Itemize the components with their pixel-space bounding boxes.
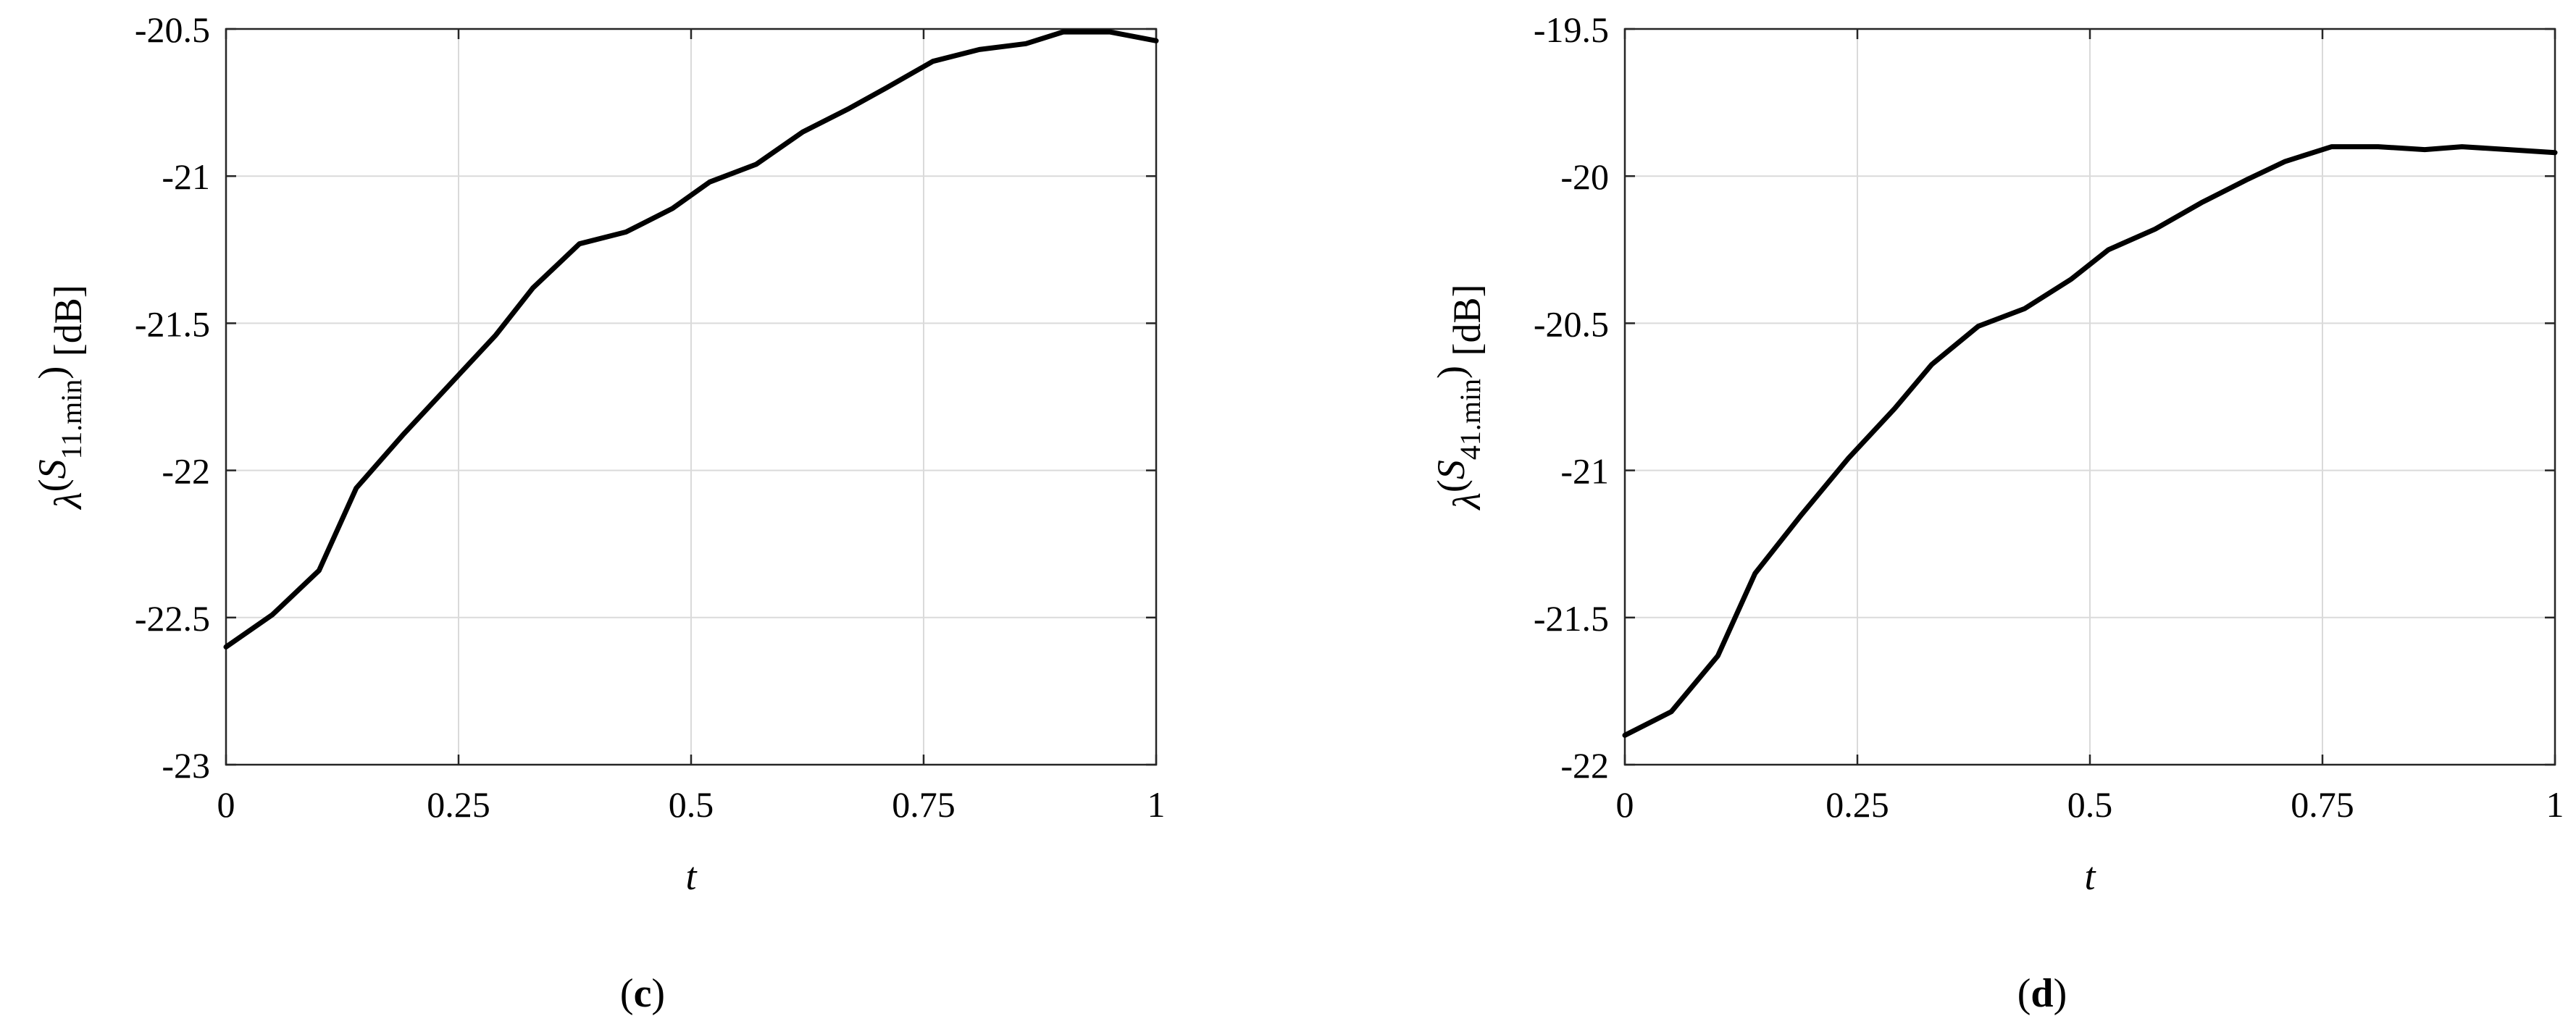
x-tick-label: 0.75	[892, 784, 955, 825]
y-label-symbol: λ	[1445, 492, 1489, 511]
y-tick-label: -20.5	[1534, 303, 1609, 344]
data-point	[2023, 306, 2027, 311]
y-tick-label: -21	[1560, 451, 1609, 492]
data-point	[1669, 710, 1673, 714]
data-point	[1061, 30, 1066, 34]
data-point	[224, 644, 228, 649]
data-point	[2199, 201, 2204, 205]
data-point	[1846, 456, 1850, 461]
x-tick-label: 1	[1147, 784, 1166, 825]
caption-open-paren: (	[2017, 971, 2031, 1016]
data-point	[2107, 248, 2111, 252]
y-tick-label: -20.5	[135, 9, 210, 50]
data-point	[670, 206, 674, 211]
y-label-subscript: 41.min	[1454, 379, 1486, 460]
data-point	[1930, 362, 1934, 366]
chart-panel-c: 0 0.25 0.5 0.75 1-23-22.5-22-21.5-21-20.5tλ(…	[30, 9, 1166, 1016]
data-point	[977, 47, 982, 51]
y-tick-label: -22	[162, 451, 210, 492]
data-point	[2153, 227, 2157, 231]
data-point	[2330, 145, 2334, 149]
y-tick-label: -21.5	[135, 303, 210, 344]
data-point	[2553, 151, 2557, 155]
x-axis-label: t	[685, 854, 698, 898]
panel-caption: (d)	[2017, 971, 2067, 1016]
y-label-close-paren: )	[1429, 366, 1473, 379]
x-tick-label: 0.25	[427, 784, 490, 825]
y-tick-label: -22.5	[135, 598, 210, 639]
y-label-var: S	[1429, 460, 1473, 479]
x-axis-label: t	[2084, 854, 2096, 898]
y-tick-label: -23	[162, 745, 210, 786]
y-label-subscript: 11.min	[55, 379, 88, 460]
y-tick-label: -21.5	[1534, 598, 1609, 639]
caption-letter: c	[634, 971, 652, 1016]
data-point	[354, 486, 359, 490]
y-axis-label: λ(S41.min) [dB]	[1429, 284, 1489, 511]
data-point	[270, 613, 275, 617]
panel-caption: (c)	[620, 971, 665, 1016]
data-point	[1024, 41, 1028, 46]
data-point	[2283, 159, 2288, 164]
series-line	[1622, 144, 2558, 738]
series-line	[223, 29, 1159, 650]
data-point	[1623, 733, 1627, 737]
data-point	[754, 162, 758, 167]
data-point	[1892, 406, 1897, 411]
data-point	[577, 242, 582, 246]
data-point	[931, 59, 935, 64]
data-point	[447, 383, 451, 387]
data-point	[1108, 30, 1112, 34]
data-point	[401, 433, 405, 437]
data-point	[2069, 277, 2073, 281]
data-point	[2246, 177, 2250, 181]
x-tick-label: 0.25	[1826, 784, 1889, 825]
caption-close-paren: )	[2054, 971, 2067, 1016]
y-label-open-paren: (	[30, 479, 74, 492]
data-point	[2422, 148, 2427, 152]
y-tick-label: -22	[1560, 745, 1609, 786]
y-label-unit: [dB]	[1445, 284, 1489, 365]
y-label-unit: [dB]	[46, 285, 90, 366]
y-tick-label: -21	[162, 156, 210, 197]
data-point	[2506, 148, 2511, 152]
caption-close-paren: )	[651, 971, 665, 1016]
y-label-var: S	[30, 459, 74, 479]
y-axis-label: λ(S11.min) [dB]	[30, 285, 90, 511]
y-tick-label: -20	[1560, 156, 1609, 197]
data-point	[493, 333, 498, 337]
data-point	[885, 85, 889, 90]
y-label-symbol: λ	[46, 492, 90, 510]
data-point	[1799, 513, 1804, 517]
x-tick-label: 0.75	[2291, 784, 2354, 825]
data-point	[708, 180, 712, 184]
data-point	[2376, 145, 2380, 149]
y-tick-label: -19.5	[1534, 9, 1609, 50]
data-point	[800, 130, 805, 134]
data-point	[531, 286, 535, 290]
y-label-open-paren: (	[1429, 479, 1473, 492]
data-point	[847, 106, 851, 111]
caption-open-paren: (	[620, 971, 634, 1016]
y-label-close-paren: )	[30, 366, 74, 379]
data-point	[1154, 38, 1158, 43]
data-point	[1753, 571, 1757, 576]
x-tick-label: 0	[1616, 784, 1634, 825]
data-point	[317, 568, 321, 573]
x-tick-label: 1	[2546, 784, 2564, 825]
data-point	[624, 230, 628, 234]
data-point	[2460, 145, 2464, 149]
caption-letter: d	[2031, 971, 2053, 1016]
data-point	[1715, 654, 1720, 658]
x-tick-label: 0.5	[669, 784, 714, 825]
x-tick-label: 0	[217, 784, 235, 825]
data-point	[1976, 324, 1981, 328]
x-tick-label: 0.5	[2067, 784, 2113, 825]
chart-panel-d: 0 0.25 0.5 0.75 1-22-21.5-21-20.5-20-19.5tλ(…	[1429, 9, 2564, 1016]
